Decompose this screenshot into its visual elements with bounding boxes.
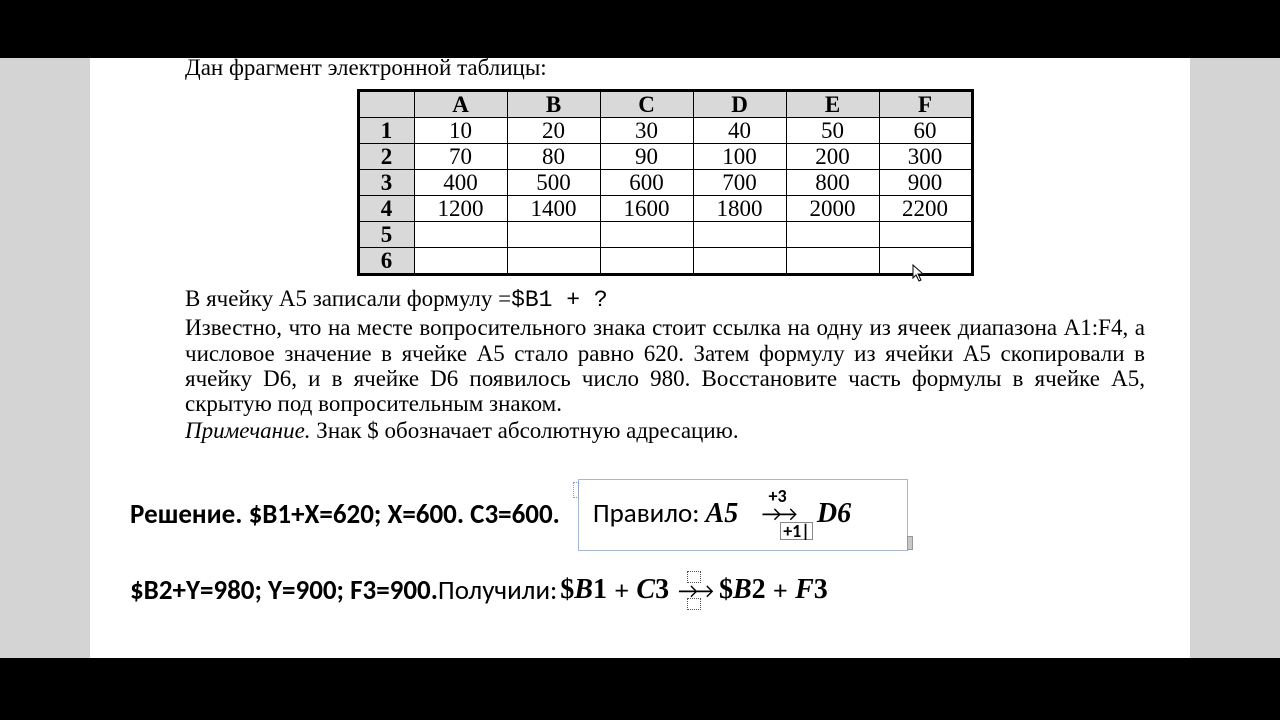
row-header: 1 (358, 118, 414, 144)
document-page: Дан фрагмент электронной таблицы: A B C … (90, 58, 1190, 658)
row-header: 3 (358, 170, 414, 196)
arrow-with-dots: →→ (678, 571, 710, 610)
expr-d: F3 (795, 574, 828, 606)
col-header: A (414, 91, 507, 118)
col-header: D (693, 91, 786, 118)
table-cell: 60 (879, 118, 972, 144)
table-row: 2708090100200300 (358, 144, 972, 170)
expr-b: C3 (636, 574, 669, 606)
table-cell (786, 248, 879, 275)
table-cell (786, 222, 879, 248)
table-cell (600, 248, 693, 275)
table-cell: 300 (879, 144, 972, 170)
table-cell: 10 (414, 118, 507, 144)
table-cell: 900 (879, 170, 972, 196)
letterbox-top (0, 0, 1280, 58)
col-header: C (600, 91, 693, 118)
object-handle-icon[interactable] (573, 482, 579, 498)
row-header: 4 (358, 196, 414, 222)
note-line: Примечание. Знак $ обозначает абсолютную… (185, 418, 1145, 443)
table-cell: 100 (693, 144, 786, 170)
table-cell: 500 (507, 170, 600, 196)
table-cell: 80 (507, 144, 600, 170)
heading-text: Дан фрагмент электронной таблицы: (185, 58, 1145, 81)
table-row: 6 (358, 248, 972, 275)
body-paragraph: Известно, что на месте вопросительного з… (185, 315, 1145, 416)
expr-c: $B2 (719, 574, 766, 606)
table-cell: 30 (600, 118, 693, 144)
table-cell: 70 (414, 144, 507, 170)
table-row: 1102030405060 (358, 118, 972, 144)
col-header: B (507, 91, 600, 118)
scrollbar-stub-icon[interactable] (907, 536, 913, 550)
arrow-annotation: +3 →→ +1| (742, 488, 813, 540)
table-cell: 600 (600, 170, 693, 196)
table-row: 3400500600700800900 (358, 170, 972, 196)
col-header: F (879, 91, 972, 118)
rule-label: Правило: (593, 497, 700, 530)
table-cell: 1400 (507, 196, 600, 222)
col-header: E (786, 91, 879, 118)
rule-from: A5 (706, 498, 739, 530)
table-cell: 400 (414, 170, 507, 196)
table-row: 4120014001600180020002200 (358, 196, 972, 222)
table-cell (507, 248, 600, 275)
table-cell: 1200 (414, 196, 507, 222)
rule-to: D6 (817, 498, 851, 530)
table-cell: 2200 (879, 196, 972, 222)
table-cell (414, 248, 507, 275)
table-cell (507, 222, 600, 248)
note-label: Примечание. (185, 418, 311, 443)
table-cell (693, 248, 786, 275)
plus-icon: + (615, 574, 628, 607)
solution-line-2: $B2+Y=980; Y=900; F3=900. Получили: $$B1… (130, 571, 1145, 610)
row-header: 5 (358, 222, 414, 248)
corner-cell (358, 91, 414, 118)
table-cell: 800 (786, 170, 879, 196)
right-arrows-icon: →→ (678, 583, 710, 598)
table-cell: 1800 (693, 196, 786, 222)
note-text: Знак $ обозначает абсолютную адресацию. (311, 418, 739, 443)
table-cell (879, 222, 972, 248)
dotted-box-icon (687, 598, 701, 610)
table-cell (693, 222, 786, 248)
table-cell: 50 (786, 118, 879, 144)
table-cell: 1600 (600, 196, 693, 222)
solution-text-2a: $B2+Y=980; Y=900; F3=900. (130, 574, 438, 607)
table-row: 5 (358, 222, 972, 248)
table-cell: 90 (600, 144, 693, 170)
solution-text-1: Решение. $B1+X=620; X=600. C3=600. (130, 498, 560, 531)
text-cursor: | (801, 520, 810, 542)
spreadsheet-table: A B C D E F 1102030405060270809010020030… (357, 89, 974, 276)
table-cell: 2000 (786, 196, 879, 222)
formula-line: В ячейку A5 записали формулу =$B1 + ? (185, 286, 1145, 313)
letterbox-bottom (0, 658, 1280, 720)
formula-code: $B1 + ? (511, 287, 608, 313)
expr-a: $$B1B1 (560, 574, 607, 606)
solution-line-1: Решение. $B1+X=620; X=600. C3=600. Прави… (130, 479, 1145, 551)
solution-text-2b: Получили: (438, 574, 557, 607)
table-cell: 20 (507, 118, 600, 144)
table-cell (600, 222, 693, 248)
row-header: 6 (358, 248, 414, 275)
formula-prefix: В ячейку A5 записали формулу = (185, 286, 511, 311)
table-cell (879, 248, 972, 275)
row-header: 2 (358, 144, 414, 170)
arrow-sub-editing[interactable]: +1| (780, 522, 813, 540)
plus-icon: + (774, 574, 787, 607)
table-cell: 40 (693, 118, 786, 144)
table-cell: 700 (693, 170, 786, 196)
table-cell (414, 222, 507, 248)
table-cell: 200 (786, 144, 879, 170)
equation-editor-box[interactable]: Правило: A5 +3 →→ +1| D6 (578, 479, 908, 551)
solution-block: Решение. $B1+X=620; X=600. C3=600. Прави… (185, 479, 1145, 610)
